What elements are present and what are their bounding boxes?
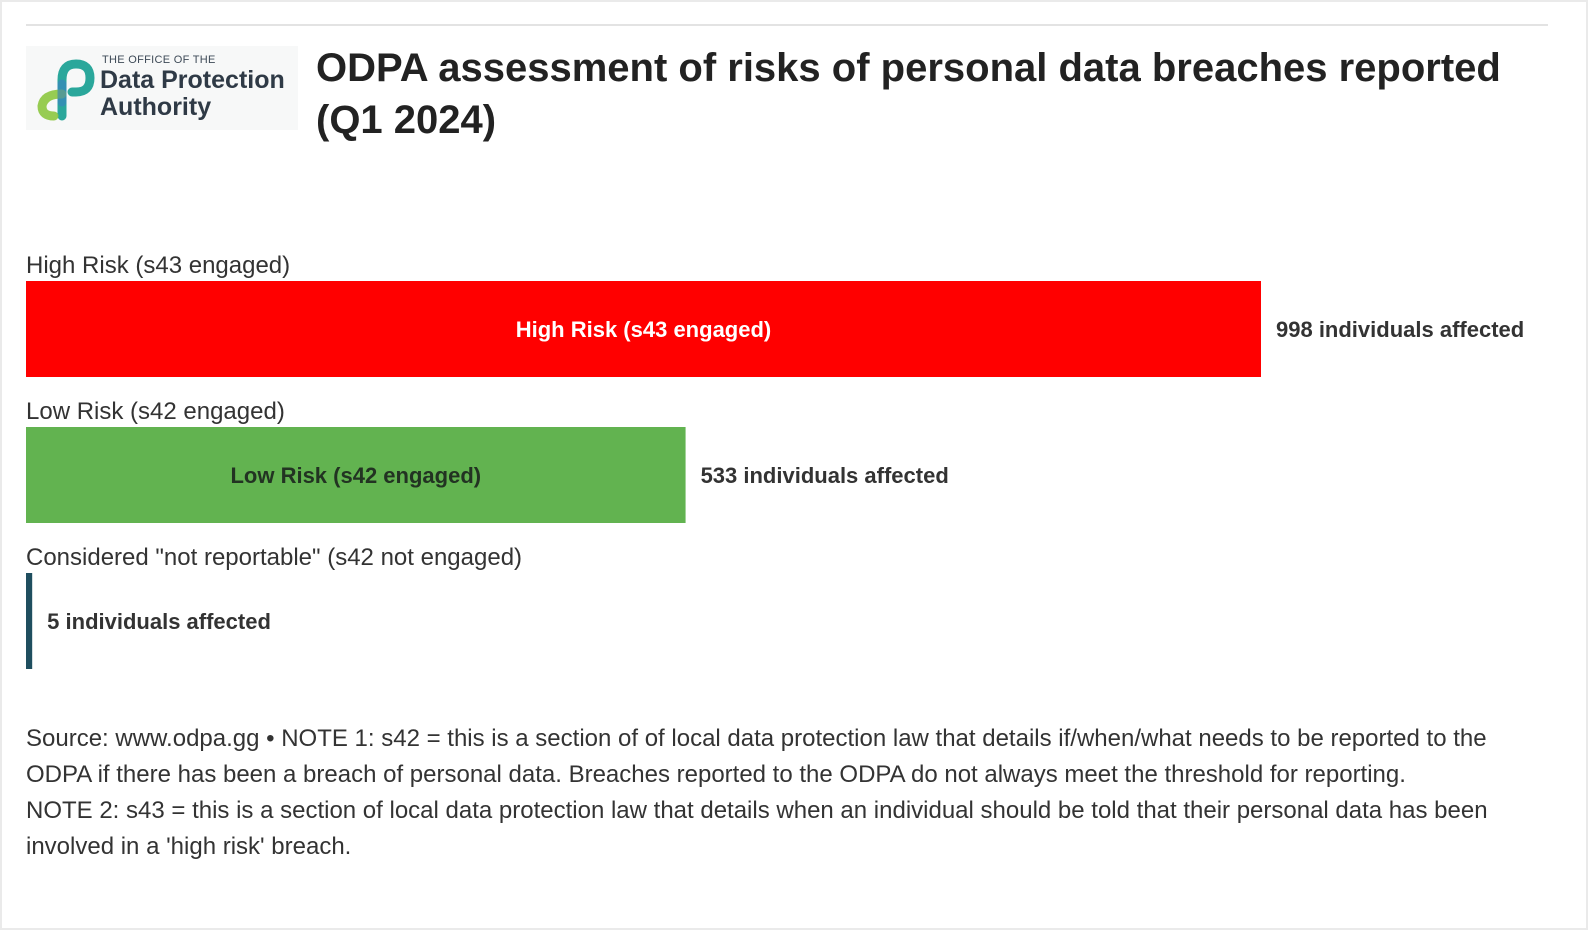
bar-inner-label: High Risk (s43 engaged): [516, 317, 772, 342]
source-note: Source: www.odpa.gg • NOTE 1: s42 = this…: [26, 725, 1487, 788]
logo-title-line1: Data Protection: [100, 66, 285, 94]
logo-kicker: THE OFFICE OF THE: [102, 54, 216, 66]
chart-title: ODPA assessment of risks of personal dat…: [316, 46, 1501, 142]
bar: [26, 573, 33, 669]
category-label: Low Risk (s42 engaged): [26, 398, 285, 425]
logo-title-line2: Authority: [100, 93, 212, 121]
value-label: 998 individuals affected: [1276, 317, 1524, 342]
bar: [26, 281, 1261, 377]
top-divider: [26, 24, 1548, 26]
note-2: NOTE 2: s43 = this is a section of local…: [26, 797, 1488, 860]
value-label: 533 individuals affected: [701, 463, 949, 488]
category-label: High Risk (s43 engaged): [26, 252, 290, 279]
value-label: 5 individuals affected: [47, 609, 271, 634]
odpa-logo: THE OFFICE OF THE Data Protection Author…: [26, 46, 298, 130]
bar-chart: High Risk (s43 engaged) High Risk (s43 en…: [26, 252, 1524, 669]
bar: [26, 427, 686, 523]
category-label: Considered "not reportable" (s42 not eng…: [26, 544, 522, 571]
odpa-logo-icon: [37, 59, 95, 121]
bar-inner-label: Low Risk (s42 engaged): [230, 463, 481, 488]
chart-notes: Source: www.odpa.gg • NOTE 1: s42 = this…: [26, 721, 1556, 865]
